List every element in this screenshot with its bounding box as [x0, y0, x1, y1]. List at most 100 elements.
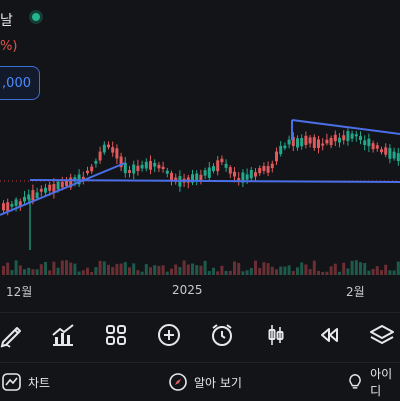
- x-label-december: 12월: [6, 285, 33, 299]
- volume-bar: [178, 267, 182, 275]
- candlestick-icon[interactable]: [262, 321, 290, 349]
- volume-bar: [245, 270, 249, 275]
- current-price-badge[interactable]: ,000: [0, 66, 40, 100]
- chart-canvas[interactable]: [0, 110, 400, 280]
- volume-bar: [254, 260, 257, 275]
- alarm-clock-icon[interactable]: [208, 321, 236, 349]
- volume-bar: [224, 270, 228, 275]
- indicator-chart-icon[interactable]: [49, 321, 77, 349]
- volume-bar: [132, 263, 136, 275]
- volume-bar: [275, 269, 278, 275]
- volume-bar: [279, 266, 283, 275]
- candle-body: [321, 143, 325, 146]
- volume-bar: [153, 265, 157, 275]
- candle-body: [228, 167, 232, 174]
- candle-body: [216, 160, 220, 172]
- candle-body: [359, 136, 362, 140]
- volume-bar: [392, 270, 396, 275]
- volume-bar: [182, 260, 186, 275]
- volume-bar: [86, 267, 89, 275]
- volume-bar: [342, 262, 346, 275]
- volume-bar: [359, 262, 362, 275]
- nav-ideas-label: 아이디: [370, 367, 393, 398]
- volume-bar: [18, 265, 22, 275]
- volume-bar: [296, 267, 299, 275]
- volume-bar: [23, 269, 26, 275]
- volume-bar: [380, 270, 383, 275]
- candle-body: [195, 173, 199, 181]
- volume-bar: [39, 264, 43, 275]
- candle-body: [6, 202, 10, 213]
- candle-body: [203, 170, 207, 176]
- layers-icon[interactable]: [368, 321, 396, 349]
- candle-body: [258, 168, 262, 174]
- volume-bar: [123, 262, 127, 275]
- volume-bar: [2, 265, 5, 275]
- candle-body: [296, 138, 299, 148]
- volume-bar: [149, 267, 152, 275]
- volume-bar: [81, 270, 85, 275]
- current-price-value: ,000: [2, 76, 31, 91]
- volume-bar: [186, 264, 190, 275]
- volume-bar: [107, 264, 110, 275]
- volume-bar: [144, 264, 148, 275]
- candle-body: [396, 153, 400, 162]
- candlestick-chart[interactable]: [0, 110, 400, 280]
- candle-body: [48, 184, 52, 191]
- volume-bar: [94, 267, 98, 275]
- price-change-text: %): [0, 39, 18, 54]
- candle-body: [237, 178, 241, 181]
- candle-body: [90, 166, 94, 172]
- symbol-title: 날: [0, 13, 13, 29]
- volume-bar: [35, 269, 39, 275]
- candle-body: [300, 138, 304, 147]
- volume-bar: [212, 267, 215, 275]
- volume-bar: [388, 270, 392, 275]
- nav-chart-label: 차트: [28, 375, 51, 390]
- rewind-icon[interactable]: [315, 321, 343, 349]
- candle-body: [283, 145, 287, 149]
- candle-body: [27, 194, 31, 200]
- candle-body: [304, 135, 308, 145]
- candle-body: [102, 144, 106, 153]
- add-icon[interactable]: [155, 321, 183, 349]
- volume-bar: [48, 270, 52, 275]
- volume-bar: [27, 267, 31, 275]
- x-label-2025: 2025: [172, 283, 203, 297]
- candle-body: [287, 139, 291, 145]
- volume-bar: [363, 263, 367, 275]
- volume-bar: [98, 260, 102, 275]
- volume-bar: [174, 264, 178, 275]
- volume-bar: [65, 260, 68, 275]
- volume-bar: [325, 271, 329, 275]
- volume-bar: [233, 261, 236, 275]
- x-label-february: 2월: [346, 285, 365, 299]
- nav-chart[interactable]: 차트: [2, 363, 50, 401]
- candle-body: [363, 140, 367, 146]
- volume-bar: [329, 266, 333, 275]
- candle-body: [94, 160, 98, 164]
- chart-line-icon: [2, 373, 21, 391]
- nav-ideas[interactable]: 아이디: [346, 363, 400, 401]
- candle-body: [233, 171, 236, 177]
- volume-bar: [31, 269, 35, 275]
- candle-body: [81, 176, 85, 180]
- drawing-toolbar: [0, 312, 400, 355]
- candle-body: [262, 165, 266, 171]
- volume-bar: [44, 261, 47, 275]
- candle-body: [56, 181, 60, 190]
- nav-learn[interactable]: 알아 보기: [168, 363, 242, 401]
- volume-bar: [375, 266, 379, 275]
- candle-body: [279, 145, 283, 155]
- volume-bar: [73, 263, 77, 275]
- candle-body: [224, 163, 228, 168]
- trendline-uptrend: [0, 162, 126, 216]
- volume-bar: [140, 271, 144, 275]
- volume-bar: [300, 262, 304, 275]
- grid-icon[interactable]: [102, 321, 130, 349]
- volume-bar: [258, 268, 262, 275]
- candle-body: [371, 143, 375, 150]
- pencil-icon[interactable]: [0, 321, 26, 349]
- volume-bar: [249, 268, 253, 275]
- candle-body: [325, 139, 329, 144]
